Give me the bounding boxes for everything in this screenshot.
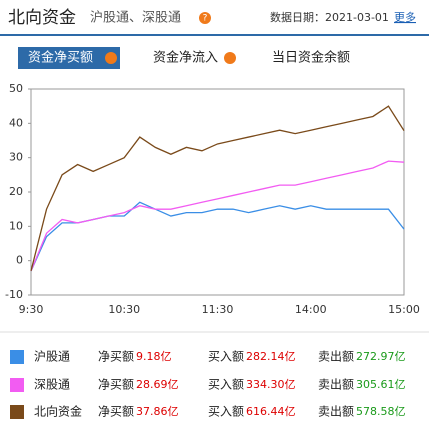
net-value: 9.18亿 [136, 350, 172, 363]
buy-value: 616.44亿 [246, 405, 296, 418]
y-tick-label: 20 [9, 185, 23, 198]
title: 北向资金 [8, 8, 76, 28]
series-line [30, 105, 405, 272]
help-icon[interactable] [224, 52, 236, 64]
x-tick-label: 14:00 [295, 303, 327, 316]
buy-value: 334.30亿 [246, 378, 296, 391]
y-tick-label: 0 [16, 254, 23, 267]
x-tick-label: 10:30 [108, 303, 140, 316]
sell-value: 272.97亿 [356, 350, 406, 363]
date: 数据日期：2021-03-01 [270, 10, 389, 24]
legend-name: 深股通 [34, 378, 70, 392]
buy-value: 282.14亿 [246, 350, 296, 363]
active-tab[interactable] [18, 47, 120, 69]
sell-value: 305.61亿 [356, 378, 406, 391]
x-tick-label: 15:00 [388, 303, 420, 316]
legend-swatch [10, 405, 24, 419]
series-line [30, 160, 405, 272]
sell-label: 卖出额 [318, 405, 354, 419]
legend-swatch [10, 378, 24, 392]
sell-label: 卖出额 [318, 378, 354, 392]
y-tick-label: 40 [9, 116, 23, 129]
tab[interactable]: 资金净买额 [28, 50, 93, 66]
x-tick-label: 9:30 [19, 303, 44, 316]
tab[interactable]: 当日资金余额 [272, 50, 350, 66]
x-tick-label: 11:30 [202, 303, 234, 316]
y-tick-label: 10 [9, 219, 23, 232]
help-icon[interactable] [199, 12, 211, 24]
plot-frame [30, 88, 405, 296]
y-tick-label: 30 [9, 151, 23, 164]
buy-label: 买入额 [208, 405, 244, 419]
y-tick-label: -10 [5, 288, 23, 301]
subtitle: 沪股通、深股通 [90, 10, 181, 26]
more-link[interactable]: 更多 [394, 10, 416, 24]
buy-label: 买入额 [208, 378, 244, 392]
legend-swatch [10, 350, 24, 364]
tab[interactable]: 资金净流入 [153, 50, 218, 66]
buy-label: 买入额 [208, 350, 244, 364]
net-value: 28.69亿 [136, 378, 179, 391]
series-line [30, 201, 405, 272]
sell-label: 卖出额 [318, 350, 354, 364]
legend-name: 沪股通 [34, 350, 70, 364]
legend-name: 北向资金 [34, 404, 82, 419]
net-label: 净买额 [98, 405, 134, 419]
y-tick-label: 50 [9, 82, 23, 95]
help-mark: ? [203, 14, 208, 24]
net-value: 37.86亿 [136, 405, 179, 418]
net-label: 净买额 [98, 350, 134, 364]
sell-value: 578.58亿 [356, 405, 406, 418]
help-icon[interactable] [105, 52, 117, 64]
net-label: 净买额 [98, 378, 134, 392]
